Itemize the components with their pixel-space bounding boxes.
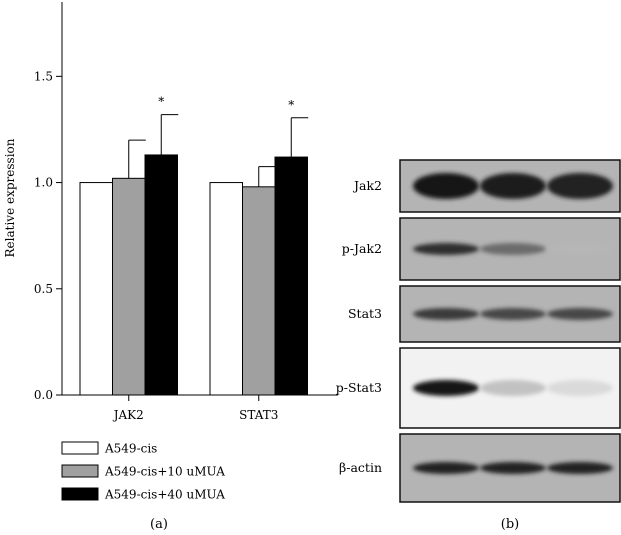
blot-band [480, 173, 546, 199]
blot-band [547, 462, 613, 474]
blot-band [547, 308, 613, 320]
legend-swatch [61, 441, 99, 455]
y-tick-label: 0.5 [34, 282, 53, 296]
panel-label-b: (b) [501, 517, 519, 532]
bar [144, 154, 178, 396]
blot-band [480, 462, 546, 474]
blot-row-label: β-actin [339, 460, 382, 475]
blot-band [480, 308, 546, 320]
blot-band [413, 308, 479, 320]
blot-band [547, 173, 613, 199]
blot-row-label: p-Jak2 [342, 241, 382, 256]
y-axis-label: Relative expression [3, 138, 17, 257]
bar [79, 182, 113, 396]
blot-band [413, 243, 479, 255]
significance-mark: * [288, 98, 294, 112]
x-tick-label: JAK2 [112, 408, 144, 422]
x-tick-label: STAT3 [239, 408, 278, 422]
blot-band [413, 462, 479, 474]
blot-band [547, 243, 613, 255]
panel-label-a: (a) [150, 517, 168, 532]
bar [209, 182, 243, 396]
bar [112, 177, 146, 396]
legend-label: A549-cis+40 uMUA [104, 488, 225, 502]
y-tick-label: 0.0 [34, 388, 53, 402]
legend-swatch [61, 464, 99, 478]
y-tick-label: 1.0 [34, 176, 53, 190]
blot-band [413, 380, 479, 396]
western-blot-panel: Jak2 p-Jak2 Stat3 p-Stat3 β-actin (b) [336, 159, 621, 532]
y-tick-label: 1.5 [34, 69, 53, 83]
blot-band [480, 380, 546, 396]
blot-band [547, 380, 613, 396]
bar [274, 156, 308, 396]
significance-mark: * [158, 95, 164, 109]
bar [242, 186, 276, 396]
legend-label: A549-cis+10 uMUA [104, 465, 225, 479]
blot-band [480, 243, 546, 255]
legend-swatch [61, 487, 99, 501]
legend-label: A549-cis [104, 442, 157, 456]
blot-row-label: p-Stat3 [336, 380, 382, 395]
blot-row-label: Stat3 [348, 306, 382, 321]
blot-band [413, 173, 479, 199]
blot-row-label: Jak2 [352, 178, 382, 193]
bar-chart-panel: 0.0 0.5 1.0 1.5 Relative expression * JAK2 * STA… [3, 2, 338, 532]
